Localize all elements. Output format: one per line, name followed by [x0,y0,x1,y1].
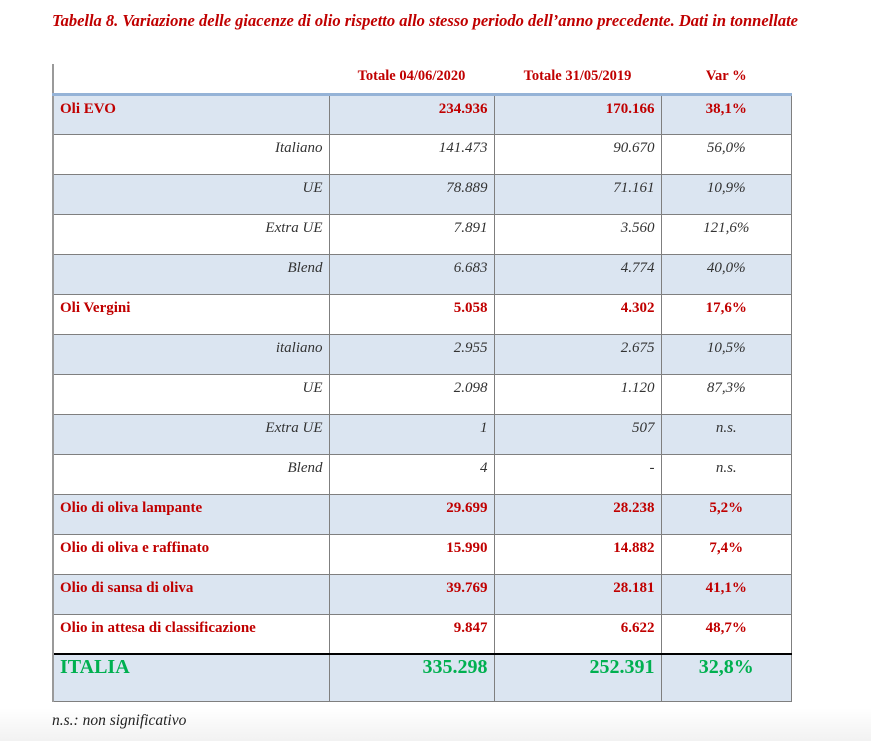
table-row: Blend 4- n.s. [52,453,792,495]
value-2019: 3.560 [493,213,662,255]
row-label: UE [52,173,330,215]
table-row: Olio di oliva e raffinato 15.990 14.882 7,4… [52,533,792,575]
header-var: Var % [661,64,792,96]
row-label: Blend [52,453,330,495]
table-row: Extra UE 1 507 n.s. [52,413,792,455]
value-2020: 141.473 [328,133,495,175]
table-row: UE 78.889 71.161 10,9% [52,173,792,215]
value-2020: 39.769 [328,573,495,615]
table-row: Oli EVO 234.936 170.166 38,1% [52,94,792,135]
value-2019: 71.161 [493,173,662,215]
page-footer-shade [0,708,871,741]
var-percent: n.s. [660,413,792,455]
var-percent: 7,4% [660,533,792,575]
var-percent: 38,1% [660,94,792,135]
row-label: Extra UE [52,413,330,455]
value-2020: 4 [328,453,495,495]
row-label: Oli Vergini [52,293,330,335]
row-label: Blend [52,253,330,295]
var-percent: 40,0% [660,253,792,295]
var-percent: 41,1% [660,573,792,615]
footnote: n.s.: non significativo [52,712,187,729]
value-2019: 1.120 [493,373,662,415]
value-2020: 78.889 [328,173,495,215]
var-percent: 10,9% [660,173,792,215]
var-percent: 87,3% [660,373,792,415]
var-percent: 48,7% [660,613,792,655]
table-caption: Tabella 8. Variazione delle giacenze di … [52,11,798,30]
table-row: Olio in attesa di classificazione 9.847 6.… [52,613,792,655]
value-2020: 234.936 [328,94,495,135]
header-2020: Totale 04/06/2020 [329,64,494,96]
header-label [52,64,329,96]
table-row: UE 2.098 1.120 87,3% [52,373,792,415]
table-row: Olio di sansa di oliva 39.769 28.181 41,1% [52,573,792,615]
var-percent: 17,6% [660,293,792,335]
value-2020: 2.955 [328,333,495,375]
row-label: Extra UE [52,213,330,255]
row-label: Olio di oliva lampante [52,493,330,535]
value-2020: 7.891 [328,213,495,255]
value-2019: 4.774 [493,253,662,295]
value-2019: - [493,453,662,495]
var-percent: 56,0% [660,133,792,175]
value-2019: 28.238 [493,493,662,535]
value-2020: 5.058 [328,293,495,335]
value-2020: 6.683 [328,253,495,295]
stocks-table: Totale 04/06/2020 Totale 31/05/2019 Var … [52,64,792,702]
value-2020: 1 [328,413,495,455]
row-label: Olio in attesa di classificazione [52,613,330,655]
row-label: Italiano [52,133,330,175]
value-2020: 15.990 [328,533,495,575]
value-2020: 2.098 [328,373,495,415]
value-2020: 335.298 [328,653,495,702]
row-label: italiano [52,333,330,375]
var-percent: 10,5% [660,333,792,375]
table-row: Extra UE 7.891 3.560 121,6% [52,213,792,255]
value-2019: 14.882 [493,533,662,575]
header-row: Totale 04/06/2020 Totale 31/05/2019 Var … [52,64,792,96]
table-row: italiano 2.955 2.675 10,5% [52,333,792,375]
row-label: Olio di sansa di oliva [52,573,330,615]
value-2019: 170.166 [493,94,662,135]
var-percent: 5,2% [660,493,792,535]
value-2020: 29.699 [328,493,495,535]
value-2019: 28.181 [493,573,662,615]
var-percent: n.s. [660,453,792,495]
value-2019: 6.622 [493,613,662,655]
table-row: Blend 6.683 4.774 40,0% [52,253,792,295]
value-2019: 90.670 [493,133,662,175]
table-row: ITALIA 335.298 252.391 32,8% [52,653,792,702]
value-2019: 2.675 [493,333,662,375]
row-label: Olio di oliva e raffinato [52,533,330,575]
table-row: Oli Vergini 5.058 4.302 17,6% [52,293,792,335]
value-2019: 507 [493,413,662,455]
var-percent: 121,6% [660,213,792,255]
row-label: UE [52,373,330,415]
value-2019: 4.302 [493,293,662,335]
table-row: Italiano 141.473 90.670 56,0% [52,133,792,175]
value-2019: 252.391 [493,653,662,702]
header-2019: Totale 31/05/2019 [494,64,661,96]
row-label: Oli EVO [52,94,330,135]
row-label: ITALIA [52,653,330,702]
value-2020: 9.847 [328,613,495,655]
var-percent: 32,8% [660,653,792,702]
table-row: Olio di oliva lampante 29.699 28.238 5,2% [52,493,792,535]
